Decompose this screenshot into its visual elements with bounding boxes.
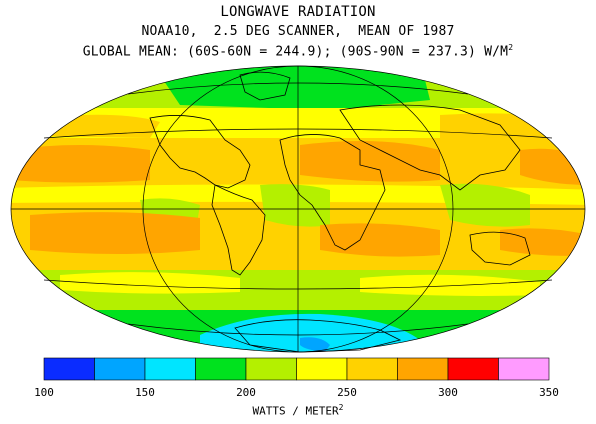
olr-maritime-continent	[440, 183, 530, 227]
colorbar-swatch-1	[94, 357, 146, 381]
olr-tropical-africa	[260, 184, 330, 227]
colorbar-swatch-3	[195, 357, 247, 381]
chart-subtitle: NOAA10, 2.5 DEG SCANNER, MEAN OF 1987	[141, 24, 455, 39]
coast-australia	[469, 231, 531, 266]
colorbar-swatch-5	[296, 357, 348, 381]
colorbar-swatch-7	[397, 357, 449, 381]
coastlines	[149, 71, 531, 353]
colorbar-tick-350: 350	[539, 386, 559, 399]
global-mean-exponent: 2	[508, 43, 514, 52]
olr-south-midlat-yellow-2	[360, 274, 540, 296]
graticule	[10, 65, 586, 353]
coast-south-america	[211, 184, 266, 276]
olr-south-midlat-yellow	[60, 272, 240, 294]
coast-antarctica	[234, 319, 402, 353]
coast-north-america	[149, 115, 251, 189]
units-text: WATTS / METER	[252, 404, 339, 418]
colorbar-swatch-9	[498, 357, 550, 381]
chart-title: LONGWAVE RADIATION	[220, 4, 376, 20]
colorbar-swatch-4	[245, 357, 297, 381]
colorbar-swatch-0	[43, 357, 95, 381]
olr-antarctic-blue	[300, 337, 330, 352]
colorbar-tick-150: 150	[135, 386, 155, 399]
coast-asia	[339, 104, 521, 191]
olr-n-subtropics-pacific	[11, 145, 150, 183]
colorbar-swatch-6	[346, 357, 398, 381]
olr-sahara	[300, 141, 440, 182]
colorbar-tick-300: 300	[438, 386, 458, 399]
global-mean-text: GLOBAL MEAN: (60S-60N = 244.9); (90S-90N…	[82, 44, 509, 60]
colorbar-tick-250: 250	[337, 386, 357, 399]
units-exponent: 2	[338, 403, 344, 412]
olr-s-subtropics-pacific	[30, 212, 200, 254]
meridian-90	[142, 65, 454, 353]
coast-africa-europe	[279, 134, 386, 251]
colorbar-swatch-8	[447, 357, 499, 381]
colorbar-units: WATTS / METER2	[0, 403, 596, 418]
colorbar-tick-100: 100	[34, 386, 54, 399]
colorbar-swatch-2	[144, 357, 196, 381]
global-mean-line: GLOBAL MEAN: (60S-60N = 244.9); (90S-90N…	[0, 43, 596, 59]
colorbar-tick-200: 200	[236, 386, 256, 399]
olr-arctic-green	[150, 66, 430, 110]
colorbar	[43, 357, 550, 381]
olr-s-subtropics-indian	[320, 223, 440, 257]
olr-north-asia-warm	[440, 113, 565, 140]
olr-s-subtropics-east	[500, 228, 585, 256]
